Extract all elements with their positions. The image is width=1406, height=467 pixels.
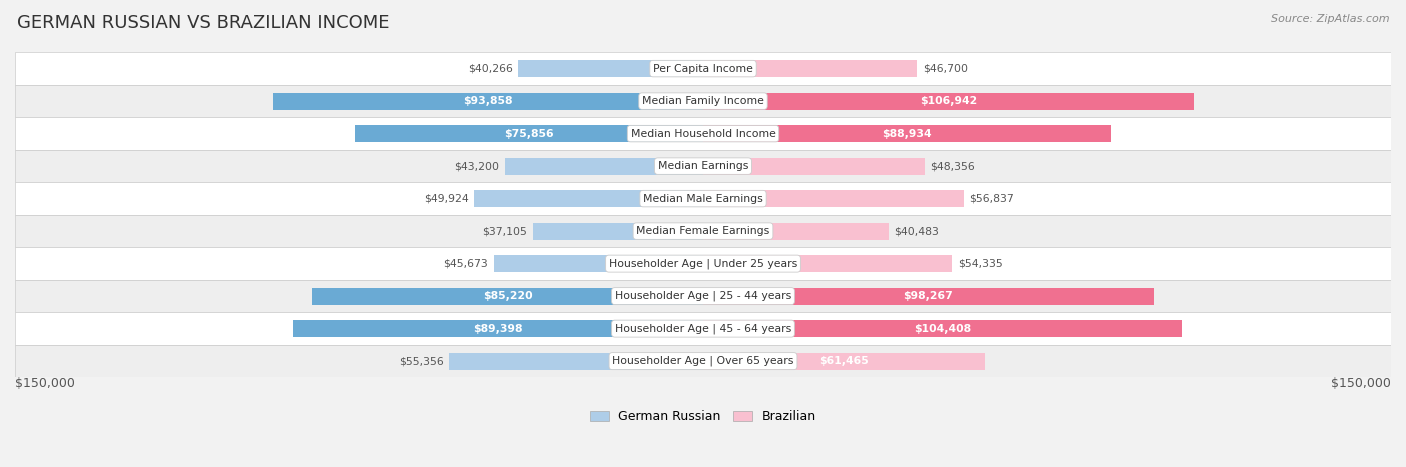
Bar	[703, 125, 1111, 142]
Bar	[15, 117, 1391, 150]
Legend: German Russian, Brazilian: German Russian, Brazilian	[589, 410, 817, 423]
Bar	[703, 92, 1194, 110]
Text: $106,942: $106,942	[920, 96, 977, 106]
Text: $93,858: $93,858	[463, 96, 513, 106]
Bar	[494, 255, 703, 272]
Text: $61,465: $61,465	[820, 356, 869, 366]
Bar	[273, 92, 703, 110]
Bar	[449, 353, 703, 369]
Text: $43,200: $43,200	[454, 161, 499, 171]
Text: Median Family Income: Median Family Income	[643, 96, 763, 106]
Bar	[703, 320, 1182, 337]
Bar	[15, 345, 1391, 377]
Bar	[15, 52, 1391, 85]
Bar	[15, 85, 1391, 117]
Text: $104,408: $104,408	[914, 324, 972, 333]
Bar	[15, 150, 1391, 182]
Bar	[356, 125, 703, 142]
Text: Median Earnings: Median Earnings	[658, 161, 748, 171]
Bar	[703, 158, 925, 175]
Text: $98,267: $98,267	[904, 291, 953, 301]
Text: Householder Age | Under 25 years: Householder Age | Under 25 years	[609, 258, 797, 269]
Bar	[703, 288, 1154, 304]
Text: Householder Age | 45 - 64 years: Householder Age | 45 - 64 years	[614, 323, 792, 334]
Text: Median Female Earnings: Median Female Earnings	[637, 226, 769, 236]
Text: $45,673: $45,673	[443, 259, 488, 269]
Bar	[15, 182, 1391, 215]
Text: $150,000: $150,000	[1331, 377, 1391, 390]
Text: $54,335: $54,335	[957, 259, 1002, 269]
Text: Householder Age | Over 65 years: Householder Age | Over 65 years	[612, 356, 794, 367]
Bar	[15, 280, 1391, 312]
Bar	[312, 288, 703, 304]
Bar	[703, 353, 986, 369]
Text: Householder Age | 25 - 44 years: Householder Age | 25 - 44 years	[614, 291, 792, 301]
Bar	[703, 60, 917, 77]
Bar	[292, 320, 703, 337]
Bar	[519, 60, 703, 77]
Bar	[533, 223, 703, 240]
Bar	[703, 223, 889, 240]
Text: $150,000: $150,000	[15, 377, 75, 390]
Text: $40,266: $40,266	[468, 64, 513, 74]
Bar	[703, 255, 952, 272]
Text: Median Household Income: Median Household Income	[630, 128, 776, 139]
Bar	[15, 248, 1391, 280]
Text: $56,837: $56,837	[969, 194, 1014, 204]
Text: $88,934: $88,934	[882, 128, 932, 139]
Text: $46,700: $46,700	[922, 64, 967, 74]
Bar	[15, 215, 1391, 248]
Bar	[15, 312, 1391, 345]
Text: Source: ZipAtlas.com: Source: ZipAtlas.com	[1271, 14, 1389, 24]
Text: $75,856: $75,856	[505, 128, 554, 139]
Text: $37,105: $37,105	[482, 226, 527, 236]
Text: $40,483: $40,483	[894, 226, 939, 236]
Text: $48,356: $48,356	[931, 161, 974, 171]
Text: $55,356: $55,356	[399, 356, 444, 366]
Bar	[505, 158, 703, 175]
Bar	[474, 190, 703, 207]
Text: $89,398: $89,398	[474, 324, 523, 333]
Text: GERMAN RUSSIAN VS BRAZILIAN INCOME: GERMAN RUSSIAN VS BRAZILIAN INCOME	[17, 14, 389, 32]
Text: Per Capita Income: Per Capita Income	[652, 64, 754, 74]
Bar	[703, 190, 963, 207]
Text: $85,220: $85,220	[482, 291, 533, 301]
Text: $49,924: $49,924	[423, 194, 468, 204]
Text: Median Male Earnings: Median Male Earnings	[643, 194, 763, 204]
